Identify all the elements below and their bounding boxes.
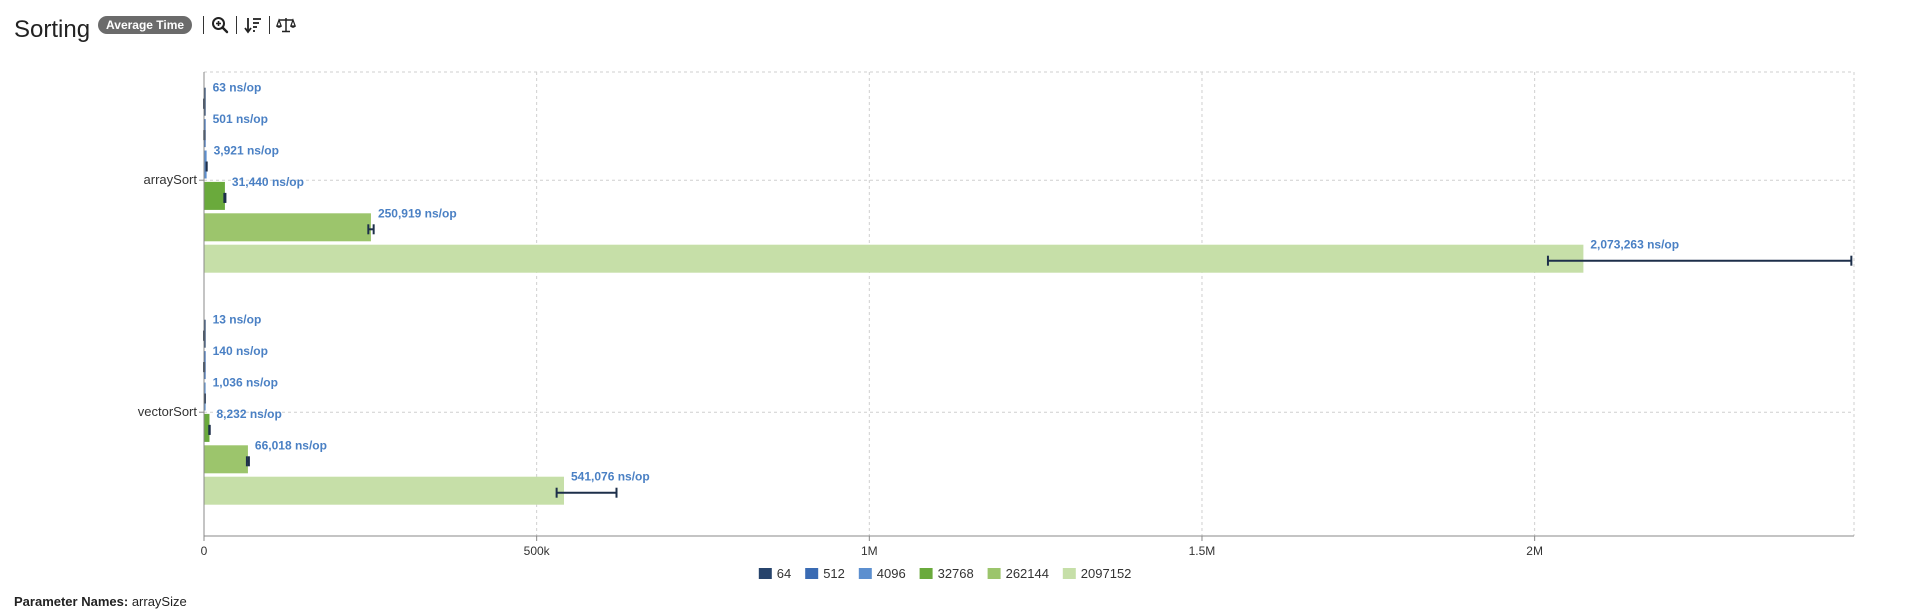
- data-label: 3,921 ns/op: [214, 144, 279, 158]
- parameter-names-label: Parameter Names:: [14, 594, 129, 609]
- toolbar-divider: [203, 16, 205, 34]
- legend-label[interactable]: 32768: [938, 566, 974, 581]
- x-tick-label: 2M: [1526, 544, 1543, 558]
- zoom-icon[interactable]: [209, 14, 231, 36]
- legend-swatch[interactable]: [858, 568, 872, 579]
- bar[interactable]: [204, 413, 210, 442]
- x-tick-label: 1.5M: [1189, 544, 1216, 558]
- legend-label[interactable]: 512: [823, 566, 845, 581]
- x-tick-label: 0: [201, 544, 208, 558]
- sort-icon[interactable]: [242, 14, 264, 36]
- legend-label[interactable]: 2097152: [1081, 566, 1132, 581]
- data-label: 31,440 ns/op: [232, 175, 304, 189]
- legend-label[interactable]: 4096: [877, 566, 906, 581]
- category-label: arraySort: [144, 172, 198, 187]
- bar[interactable]: [204, 445, 248, 474]
- data-label: 63 ns/op: [213, 81, 262, 95]
- legend-label[interactable]: 262144: [1006, 566, 1049, 581]
- legend-swatch[interactable]: [758, 568, 772, 579]
- bar[interactable]: [204, 476, 564, 505]
- balance-icon[interactable]: [275, 14, 297, 36]
- bar[interactable]: [204, 213, 371, 242]
- parameter-names-value: arraySize: [131, 594, 187, 609]
- bar[interactable]: [204, 244, 1584, 273]
- mode-badge[interactable]: Average Time: [98, 16, 193, 34]
- category-label: vectorSort: [138, 404, 198, 419]
- data-label: 250,919 ns/op: [378, 206, 457, 220]
- data-label: 501 ns/op: [213, 112, 268, 126]
- data-label: 8,232 ns/op: [216, 407, 281, 421]
- bar[interactable]: [204, 181, 225, 210]
- legend-swatch[interactable]: [919, 568, 933, 579]
- legend-swatch[interactable]: [987, 568, 1001, 579]
- x-tick-label: 1M: [861, 544, 878, 558]
- data-label: 13 ns/op: [213, 313, 262, 327]
- data-label: 2,073,263 ns/op: [1590, 238, 1679, 252]
- bar-chart: 0 500k 1M 1.5M 2M arraySort 63 ns/op 501 ns/op 3…: [138, 71, 1855, 581]
- bar[interactable]: [204, 150, 207, 179]
- x-tick-label: 500k: [524, 544, 551, 558]
- legend-label[interactable]: 64: [777, 566, 791, 581]
- page-title: Sorting: [14, 16, 91, 43]
- data-label: 541,076 ns/op: [571, 470, 650, 484]
- toolbar: [198, 14, 297, 36]
- data-label: 1,036 ns/op: [213, 376, 278, 390]
- toolbar-divider: [236, 16, 238, 34]
- legend-swatch[interactable]: [805, 568, 819, 579]
- chart-header: Sorting Average Time: [14, 12, 297, 44]
- toolbar-divider: [269, 16, 271, 34]
- parameter-names: Parameter Names: arraySize: [14, 594, 187, 609]
- data-label: 66,018 ns/op: [255, 438, 327, 452]
- legend-swatch[interactable]: [1062, 568, 1076, 579]
- data-label: 140 ns/op: [213, 344, 268, 358]
